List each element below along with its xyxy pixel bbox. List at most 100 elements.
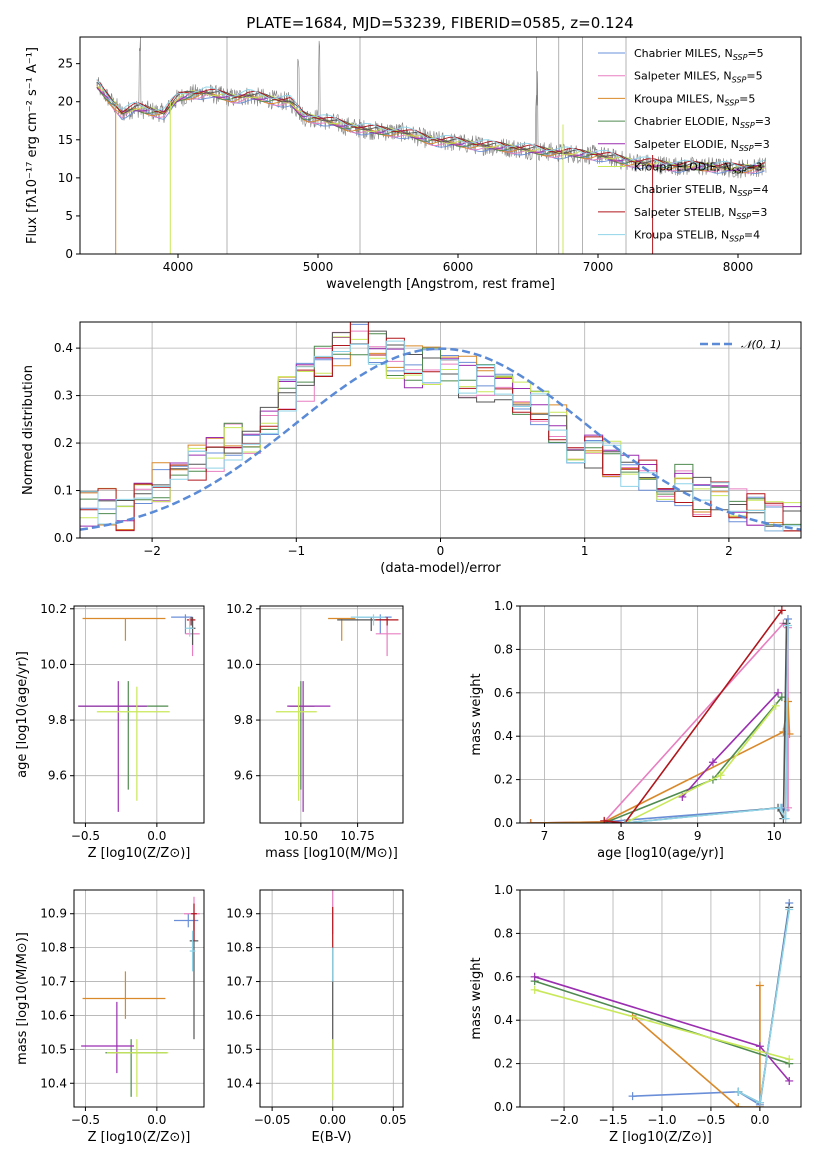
- y-tick-label: 10.2: [226, 602, 253, 616]
- mass-weight-marker: [774, 688, 783, 697]
- x-tick-label: −1.5: [598, 1113, 627, 1127]
- mass-weight-vs-Z-grid: [520, 889, 801, 1108]
- x-tick-label: −0.5: [71, 829, 100, 843]
- mass-weight-line: [632, 985, 761, 1107]
- y-tick-label: 10.4: [40, 1076, 67, 1090]
- y-tick-label: 10.0: [40, 657, 67, 671]
- mass-weight-vs-Z-plot-area: [530, 899, 794, 1107]
- y-tick-label: 25: [58, 57, 73, 71]
- age-vs-Z-ylabel: age [log10(age/yr)]: [15, 651, 30, 778]
- y-tick-label: 0: [65, 247, 73, 261]
- x-tick-label: 0: [437, 544, 445, 558]
- y-tick-label: 0.6: [494, 686, 513, 700]
- legend-label: Kroupa ELODIE, NSSP=3: [634, 161, 763, 176]
- y-tick-label: 0.0: [494, 1100, 513, 1114]
- y-tick-label: 10.7: [40, 975, 67, 989]
- mass-weight-marker: [776, 803, 785, 812]
- mass-weight-marker: [783, 621, 792, 630]
- mass-weight-line: [534, 980, 790, 1065]
- mass-vs-Z-frame: [73, 889, 205, 1108]
- x-tick-label: 0.05: [380, 1113, 407, 1127]
- mass-weight-marker: [734, 1103, 743, 1107]
- model-line: [96, 85, 765, 170]
- x-tick-label: 0.0: [147, 1113, 166, 1127]
- mass-vs-EBV-xlabel: E(B-V): [311, 1130, 351, 1145]
- mass-weight-line: [604, 609, 783, 823]
- mass-weight-marker: [771, 701, 780, 710]
- mass-weight-vs-Z-panel: −2.0 −1.5 −1.0 −0.5 0.0 0.0 0.2 0.4 0.6 0.8 1.0 Z […: [469, 883, 802, 1145]
- y-tick-label: 10.6: [226, 1008, 253, 1022]
- y-tick-label: 9.8: [48, 713, 67, 727]
- mass-weight-vs-age-ylabel: mass weight: [469, 673, 484, 755]
- y-tick-label: 10.0: [226, 657, 253, 671]
- y-tick-label: 1.0: [494, 883, 513, 897]
- mass-weight-marker: [734, 1087, 743, 1096]
- age-vs-Z-plot-area: [78, 614, 200, 812]
- mass-weight-marker: [628, 1092, 637, 1101]
- mass-vs-EBV-frame: [259, 889, 404, 1108]
- legend-label: Chabrier STELIB, NSSP=4: [634, 183, 768, 198]
- x-tick-label: −0.5: [71, 1113, 100, 1127]
- spectrum-frame: [79, 36, 802, 255]
- figure-title: PLATE=1684, MJD=53239, FIBERID=0585, z=0…: [246, 14, 633, 32]
- mass-weight-line: [737, 909, 791, 1104]
- mass-weight-marker: [716, 771, 725, 780]
- y-tick-label: 0.0: [494, 816, 513, 830]
- mass-vs-EBV-grid: [260, 890, 403, 1107]
- legend-label: Salpeter STELIB, NSSP=3: [634, 206, 767, 221]
- residual-hist-frame: [79, 321, 802, 539]
- mass-weight-marker: [755, 981, 764, 990]
- x-tick-label: −1.0: [647, 1113, 676, 1127]
- y-tick-label: 10.8: [226, 941, 253, 955]
- mass-weight-marker: [708, 758, 717, 767]
- y-tick-label: 0.4: [54, 341, 73, 355]
- mass-vs-Z-plot-area: [81, 896, 200, 1097]
- x-tick-label: 7: [541, 829, 549, 843]
- x-tick-label: 0.00: [319, 1113, 346, 1127]
- x-tick-label: 10.75: [340, 829, 374, 843]
- y-tick-label: 10.6: [40, 1008, 67, 1022]
- x-tick-label: −2.0: [549, 1113, 578, 1127]
- x-tick-label: 7000: [583, 260, 614, 274]
- legend-label: Chabrier ELODIE, NSSP=3: [634, 115, 771, 130]
- y-tick-label: 9.8: [234, 713, 253, 727]
- x-tick-label: 0.0: [147, 829, 166, 843]
- age-vs-mass-grid: [260, 606, 403, 823]
- residual-hist-xlabel: (data-model)/error: [380, 561, 501, 576]
- residual-hist-plot-area: [80, 322, 801, 532]
- y-tick-label: 10.7: [226, 975, 253, 989]
- age-vs-mass-xlabel: mass [log10(M/M⊙)]: [265, 846, 398, 861]
- mass-weight-marker: [785, 905, 794, 914]
- y-tick-label: 1.0: [494, 599, 513, 613]
- y-tick-label: 10.5: [226, 1042, 253, 1056]
- spectrum-xlabel: wavelength [Angstrom, rest frame]: [326, 277, 555, 292]
- spectrum-ylabel: Flux [fλ10⁻¹⁷ erg cm⁻² s⁻¹ A⁻¹]: [25, 47, 40, 244]
- y-tick-label: 10: [58, 171, 73, 185]
- y-tick-label: 0.2: [494, 773, 513, 787]
- y-tick-label: 0.8: [494, 926, 513, 940]
- mass-weight-marker: [785, 1076, 794, 1085]
- x-tick-label: −1: [287, 544, 305, 558]
- y-tick-label: 20: [58, 95, 73, 109]
- y-tick-label: 0.6: [494, 970, 513, 984]
- y-tick-label: 0.2: [494, 1057, 513, 1071]
- age-vs-Z-xlabel: Z [log10(Z/Z⊙)]: [88, 846, 191, 861]
- mass-weight-vs-age-xlabel: age [log10(age/yr)]: [597, 846, 724, 861]
- histogram-step: [80, 340, 801, 532]
- y-tick-label: 10.5: [40, 1042, 67, 1056]
- x-tick-label: 10.50: [284, 829, 318, 843]
- x-tick-label: 2: [725, 544, 733, 558]
- gaussian-curve: [80, 347, 801, 531]
- mass-vs-Z-xlabel: Z [log10(Z/Z⊙)]: [88, 1130, 191, 1145]
- mass-weight-marker: [600, 816, 609, 823]
- model-line: [96, 79, 765, 168]
- spectrum-plot-area: [96, 37, 767, 254]
- x-tick-label: 10: [767, 829, 782, 843]
- model-line: [96, 79, 765, 168]
- mass-weight-marker: [777, 693, 786, 702]
- mass-weight-vs-Z-frame: [519, 889, 802, 1108]
- x-tick-label: 1: [581, 544, 589, 558]
- y-tick-label: 0.4: [494, 729, 513, 743]
- y-tick-label: 0.4: [494, 1013, 513, 1027]
